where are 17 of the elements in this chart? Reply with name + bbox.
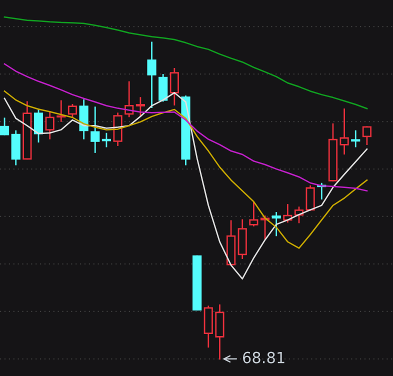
candlestick — [170, 68, 179, 106]
candlestick — [249, 202, 258, 226]
candlestick — [238, 219, 247, 259]
candlestick — [90, 106, 100, 153]
candlestick — [113, 112, 122, 146]
candlestick — [158, 74, 168, 102]
candlestick — [204, 306, 213, 348]
candlestick — [306, 185, 315, 211]
candlestick — [56, 100, 66, 122]
candlestick — [215, 304, 224, 360]
candlestick — [351, 130, 360, 148]
candlestick — [272, 212, 281, 236]
candlestick — [340, 108, 349, 155]
candlestick — [147, 42, 156, 108]
candlestick — [11, 130, 20, 166]
annotation: 68.81 — [243, 352, 284, 364]
candlestick — [136, 97, 145, 116]
